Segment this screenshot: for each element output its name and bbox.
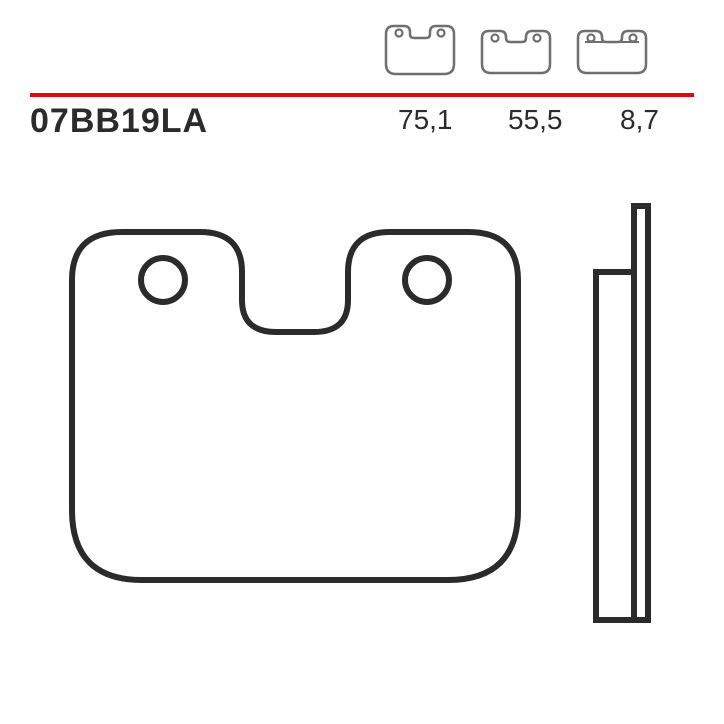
dimension-a: 75,1 (398, 104, 453, 136)
divider-line (30, 84, 694, 88)
side-view (596, 206, 648, 620)
technical-drawing (30, 180, 694, 700)
part-number: 07BB19LA (30, 102, 208, 141)
pad-side-icon (572, 20, 652, 78)
front-view (72, 232, 518, 580)
dimension-icons-row (380, 20, 652, 78)
spec-row: 07BB19LA 75,1 55,5 8,7 (30, 102, 694, 142)
dimension-c: 8,7 (620, 104, 659, 136)
dimension-b: 55,5 (508, 104, 563, 136)
pad-front-short-icon (476, 20, 556, 78)
pad-front-wide-icon (380, 20, 460, 78)
